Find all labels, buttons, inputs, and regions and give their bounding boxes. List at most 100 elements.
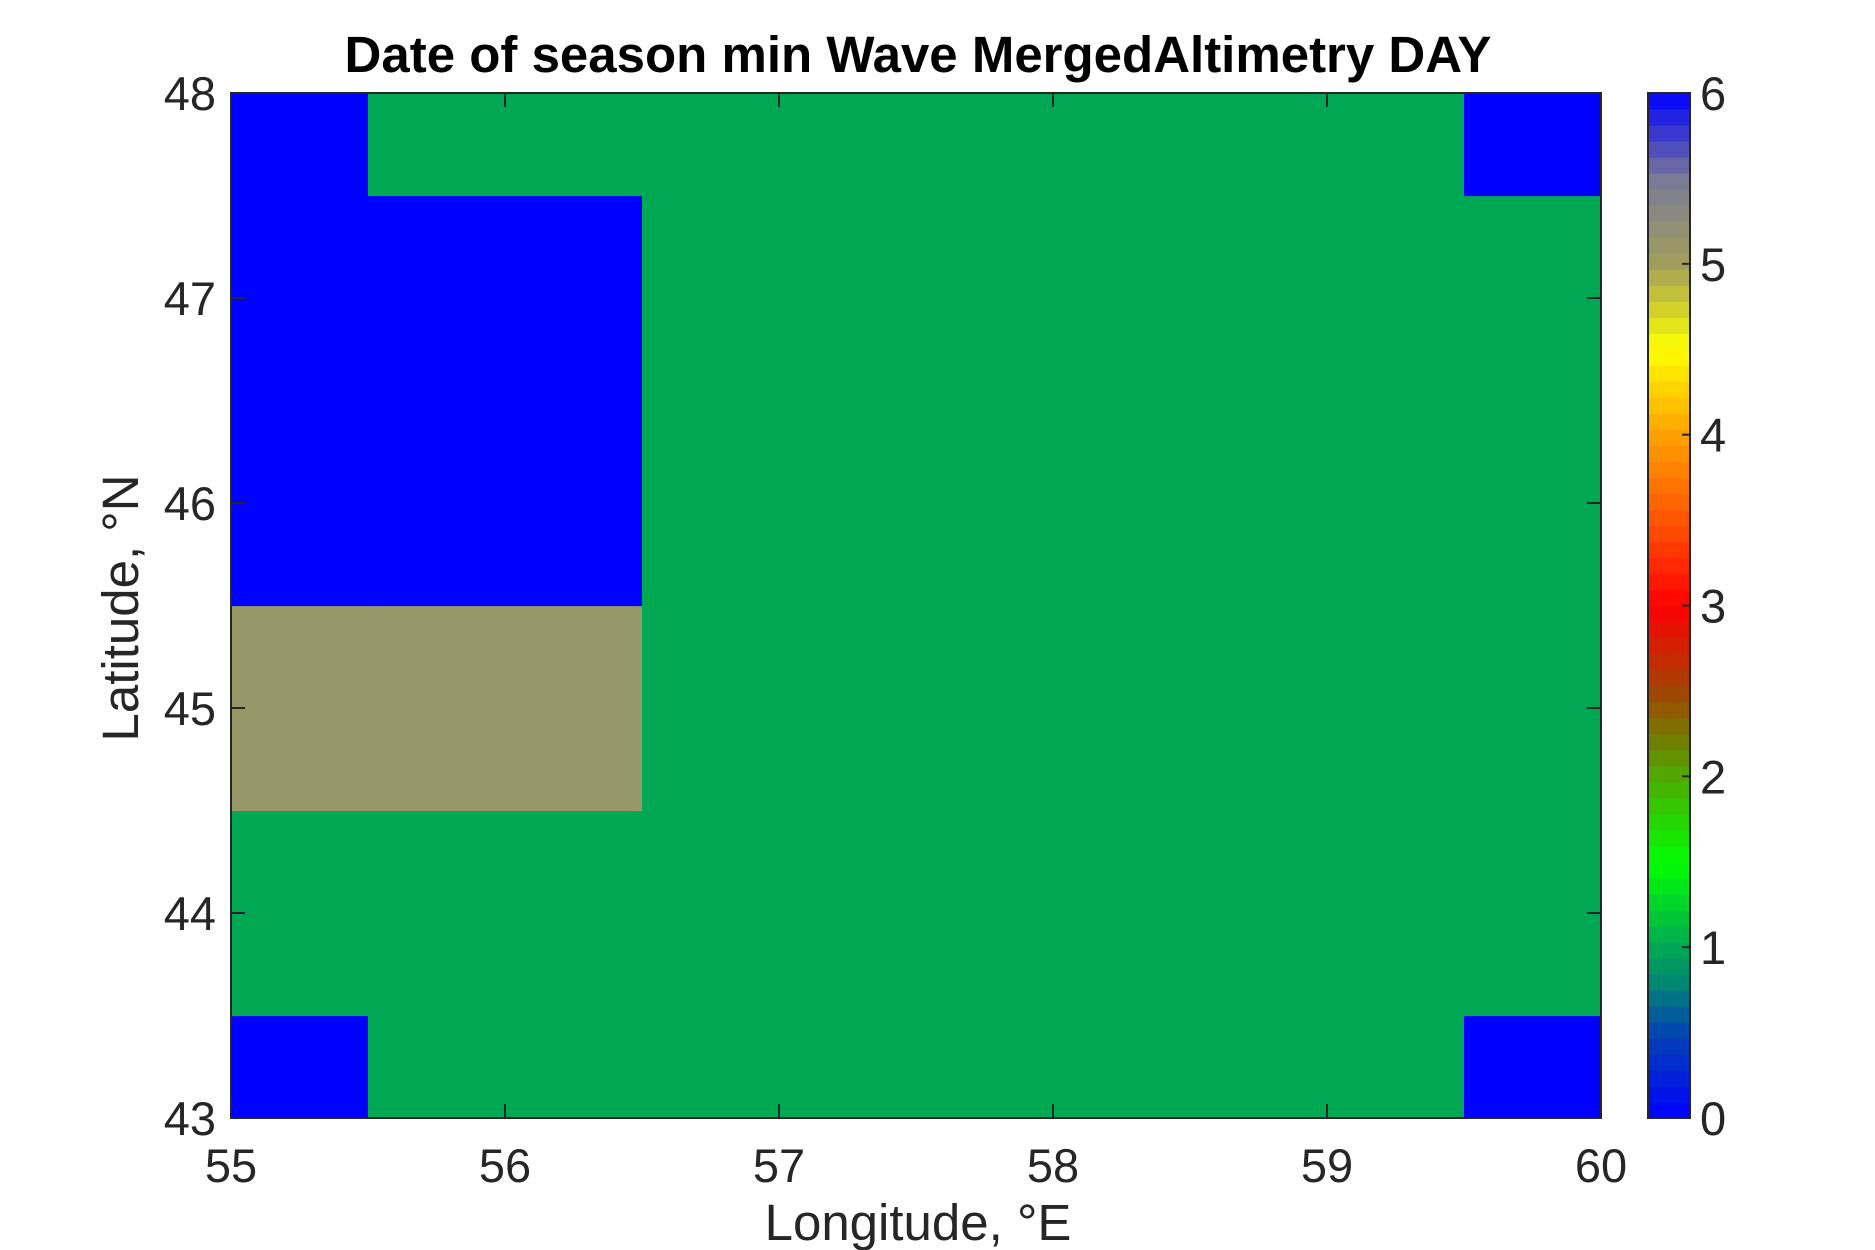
colorbar-segment <box>1648 413 1690 430</box>
colorbar-segment <box>1648 621 1690 639</box>
colorbar-segment <box>1648 141 1690 158</box>
colorbar-tick-label: 1 <box>1700 921 1726 974</box>
heatmap-cell <box>1464 1015 1602 1119</box>
colorbar-segment <box>1648 237 1690 254</box>
colorbar-tick-label: 5 <box>1700 238 1726 291</box>
heatmap-cell <box>642 93 917 197</box>
heatmap-cell <box>1190 195 1465 402</box>
colorbar-segment <box>1648 797 1690 815</box>
heatmap-cell <box>642 605 917 812</box>
heatmap-cell <box>368 195 643 402</box>
plot-frame <box>230 92 1602 1119</box>
colorbar-segment <box>1648 509 1690 527</box>
colorbar-segment <box>1648 445 1690 462</box>
heatmap-cell <box>1464 93 1602 197</box>
heatmap-cell <box>368 605 643 812</box>
colorbar-segment <box>1648 669 1690 687</box>
colorbar-segment <box>1648 109 1690 126</box>
colorbar-tick-label: 6 <box>1700 67 1726 120</box>
colorbar <box>1647 92 1691 1119</box>
colorbar-segment <box>1648 925 1690 943</box>
colorbar-segment <box>1648 861 1690 879</box>
colorbar-segment <box>1648 173 1690 190</box>
colorbar-segment <box>1648 365 1690 382</box>
colorbar-segment <box>1648 733 1690 751</box>
heatmap-cell <box>916 195 1191 402</box>
y-tick-label: 43 <box>164 1092 216 1145</box>
colorbar-segment <box>1648 957 1690 975</box>
colorbar-segment <box>1648 189 1690 206</box>
x-axis-label: Longitude, °E <box>765 1194 1072 1250</box>
colorbar-tick-label: 2 <box>1700 750 1726 803</box>
colorbar-segment <box>1648 1021 1690 1039</box>
colorbar-segment <box>1648 781 1690 799</box>
y-tick-label: 45 <box>164 682 216 735</box>
heatmap-cell <box>1190 93 1465 197</box>
heatmap-cells <box>231 93 1602 1119</box>
colorbar-segment <box>1648 349 1690 366</box>
x-tick-label: 56 <box>479 1139 531 1192</box>
colorbar-segment <box>1648 397 1690 414</box>
x-tick-label: 59 <box>1301 1139 1353 1192</box>
colorbar-segment <box>1648 941 1690 959</box>
y-tick-labels: 43 44 45 46 47 48 <box>164 67 216 1145</box>
heatmap-cell <box>231 1015 369 1119</box>
colorbar-segment <box>1648 989 1690 1007</box>
y-tick-label: 44 <box>164 887 216 940</box>
heatmap-cell <box>231 195 369 402</box>
colorbar-segment <box>1648 285 1690 302</box>
colorbar-segment <box>1648 765 1690 783</box>
colorbar-segment <box>1648 749 1690 767</box>
colorbar-segment <box>1648 333 1690 350</box>
heatmap-cell <box>231 93 369 197</box>
colorbar-segment <box>1648 1005 1690 1023</box>
x-tick-labels: 55 56 57 58 59 60 <box>205 1139 1627 1192</box>
heatmap-cell <box>368 810 643 1017</box>
colorbar-segment <box>1648 589 1690 607</box>
colorbar-segment <box>1648 1053 1690 1071</box>
heatmap-cell <box>642 1015 917 1119</box>
heatmap-cell <box>1464 810 1602 1017</box>
colorbar-segment <box>1648 605 1690 623</box>
colorbar-tick-label: 4 <box>1700 409 1726 462</box>
heatmap-cell <box>1190 605 1465 812</box>
colorbar-segment <box>1648 653 1690 671</box>
colorbar-segment <box>1648 125 1690 142</box>
colorbar-segment <box>1648 525 1690 543</box>
colorbar-segment <box>1648 1037 1690 1055</box>
colorbar-segment <box>1648 1085 1690 1103</box>
y-tick-label: 48 <box>164 67 216 120</box>
y-axis-label: Latitude, °N <box>92 474 149 741</box>
colorbar-segment <box>1648 973 1690 991</box>
x-tick-label: 60 <box>1575 1139 1627 1192</box>
colorbar-segment <box>1648 573 1690 591</box>
heatmap-cell <box>1464 605 1602 812</box>
colorbar-segment <box>1648 557 1690 575</box>
colorbar-segment <box>1648 269 1690 286</box>
colorbar-tick-label: 3 <box>1700 580 1726 633</box>
colorbar-segment <box>1648 317 1690 334</box>
heatmap-cell <box>1464 195 1602 402</box>
x-tick-label: 57 <box>753 1139 805 1192</box>
y-tick-label: 46 <box>164 477 216 530</box>
heatmap-cell <box>916 1015 1191 1119</box>
colorbar-segment <box>1648 701 1690 719</box>
colorbar-segment <box>1648 461 1690 478</box>
heatmap-cell <box>1464 400 1602 607</box>
heatmap-cell <box>368 400 643 607</box>
colorbar-segment <box>1648 909 1690 927</box>
colorbar-segment <box>1648 717 1690 735</box>
heatmap-cell <box>231 605 369 812</box>
heatmap-cell <box>1190 400 1465 607</box>
colorbar-segment <box>1648 1069 1690 1087</box>
x-tick-label: 58 <box>1027 1139 1079 1192</box>
colorbar-segment <box>1648 93 1690 110</box>
heatmap-cell <box>642 195 917 402</box>
colorbar-segment <box>1648 221 1690 238</box>
heatmap-cell <box>231 400 369 607</box>
y-tick-label: 47 <box>164 272 216 325</box>
heatmap-cell <box>368 93 643 197</box>
colorbar-segment <box>1648 1101 1690 1119</box>
colorbar-segment <box>1648 685 1690 703</box>
